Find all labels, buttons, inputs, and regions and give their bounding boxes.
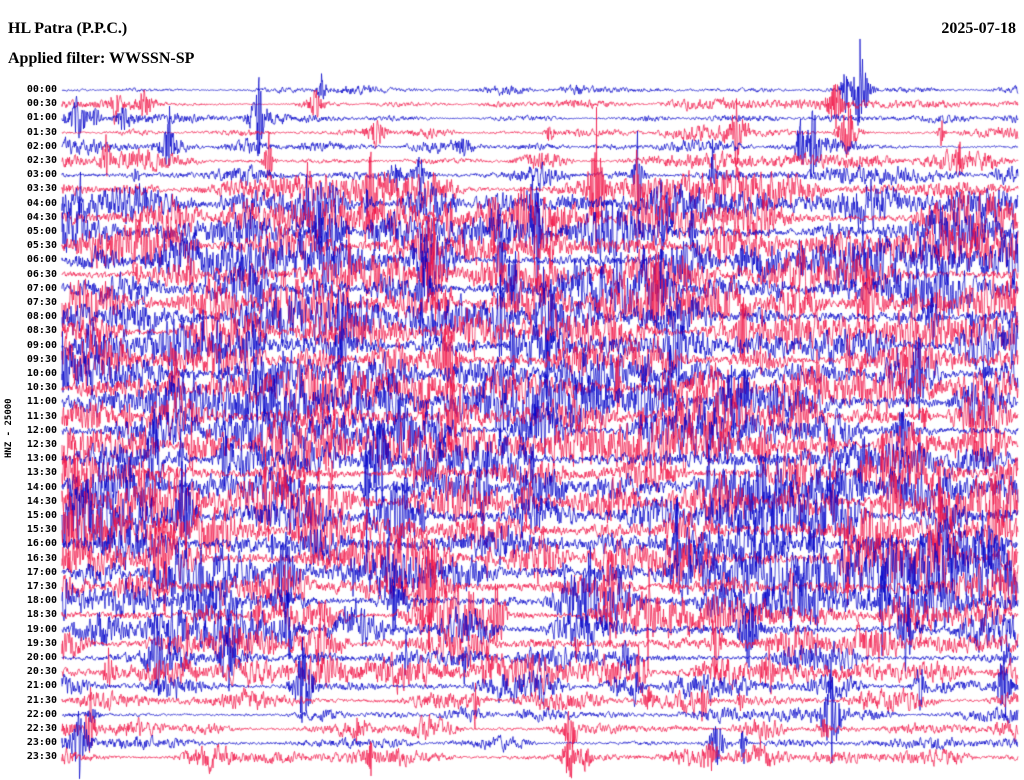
time-label: 00:00 xyxy=(26,84,57,95)
time-label: 01:30 xyxy=(26,126,57,138)
time-label: 02:30 xyxy=(26,155,57,166)
time-label: 09:00 xyxy=(26,339,57,351)
time-label: 14:30 xyxy=(26,495,57,507)
time-label: 22:30 xyxy=(26,723,57,734)
time-label: 16:00 xyxy=(26,538,57,550)
time-label: 04:00 xyxy=(26,197,57,209)
time-label: 19:00 xyxy=(26,623,57,635)
time-label: 04:30 xyxy=(26,211,57,223)
time-label: 02:00 xyxy=(26,140,57,152)
station-title: HL Patra (P.P.C.) xyxy=(8,20,128,37)
time-label: 19:30 xyxy=(26,637,57,649)
time-label: 23:00 xyxy=(26,737,57,749)
filter-label: Applied filter: WWSSN-SP xyxy=(8,50,195,67)
time-label: 12:00 xyxy=(26,424,57,436)
time-label: 21:30 xyxy=(26,694,57,706)
time-label: 08:00 xyxy=(26,311,57,323)
time-label: 08:30 xyxy=(26,325,57,337)
time-label: 07:30 xyxy=(26,297,57,308)
time-label: 15:30 xyxy=(26,524,57,536)
time-label: 10:00 xyxy=(26,368,57,379)
time-label: 17:00 xyxy=(26,566,57,578)
time-label: 16:30 xyxy=(26,552,57,564)
time-label: 11:30 xyxy=(26,410,57,422)
date-label: 2025-07-18 xyxy=(941,20,1016,37)
time-label: 15:00 xyxy=(26,510,57,521)
time-label: 09:30 xyxy=(26,353,57,365)
time-label: 03:30 xyxy=(26,183,57,195)
time-label: 07:00 xyxy=(26,282,57,294)
time-label: 21:00 xyxy=(26,680,57,692)
time-label: 06:30 xyxy=(26,268,57,280)
time-label: 05:30 xyxy=(26,240,57,252)
time-label: 13:30 xyxy=(26,467,57,479)
time-label: 20:00 xyxy=(26,652,57,663)
time-label: 10:30 xyxy=(26,382,57,394)
time-label: 06:00 xyxy=(26,254,57,266)
time-label: 23:30 xyxy=(26,751,57,763)
time-label: 12:30 xyxy=(26,439,57,450)
time-label: 05:00 xyxy=(26,226,57,237)
time-label: 17:30 xyxy=(26,581,57,592)
time-label: 18:30 xyxy=(26,609,57,621)
time-label: 11:00 xyxy=(26,396,57,408)
time-label: 01:00 xyxy=(26,112,57,124)
time-label: 22:00 xyxy=(26,708,57,720)
time-label: 03:00 xyxy=(26,169,57,181)
time-label: 00:30 xyxy=(26,98,57,110)
time-label: 20:30 xyxy=(26,666,57,678)
time-label: 18:00 xyxy=(26,595,57,607)
time-label: 14:00 xyxy=(26,481,57,493)
time-label: 13:00 xyxy=(26,453,57,465)
